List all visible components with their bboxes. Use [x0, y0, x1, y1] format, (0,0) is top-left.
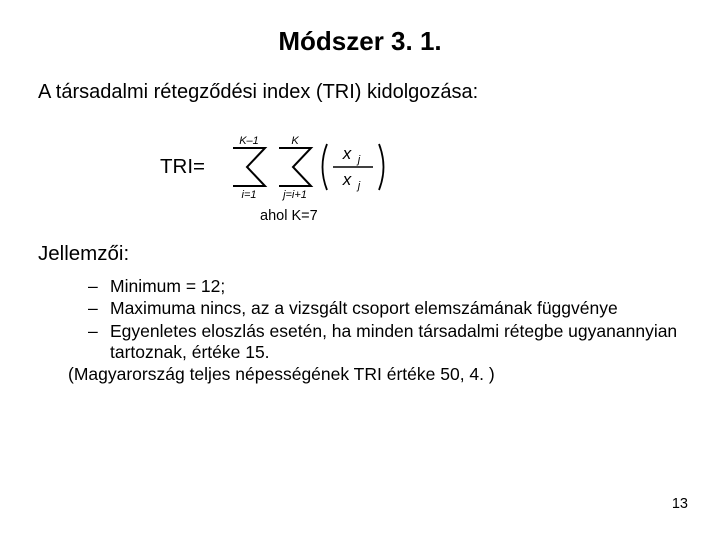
bullet-text: Egyenletes eloszlás esetén, ha minden tá… [110, 321, 688, 364]
sigma-icon [279, 148, 311, 186]
subhead: Jellemzői: [38, 242, 690, 266]
list-item: – Minimum = 12; [88, 276, 688, 297]
dash-icon: – [88, 276, 110, 297]
page-title: Módszer 3. 1. [30, 26, 690, 57]
formula-label: TRI= [160, 155, 205, 179]
list-item: – Egyenletes eloszlás esetén, ha minden … [88, 321, 688, 364]
dash-icon: – [88, 298, 110, 319]
frac-bot-x: x [342, 170, 352, 189]
paren-text: (Magyarország teljes népességének TRI ér… [68, 364, 688, 385]
formula-row: TRI= K–1 i=1 K j=i+1 x j x j [160, 132, 690, 202]
bullet-text: Maximuma nincs, az a vizsgált csoport el… [110, 298, 688, 319]
outer-sum-top: K–1 [239, 135, 259, 147]
list-item: – Maximuma nincs, az a vizsgált csoport … [88, 298, 688, 319]
frac-top-x: x [342, 144, 352, 163]
frac-bot-sub: j [356, 180, 361, 192]
inner-sum-top: K [291, 135, 299, 147]
formula-svg: K–1 i=1 K j=i+1 x j x j [227, 132, 417, 202]
page-number: 13 [672, 496, 688, 512]
bullet-text: Minimum = 12; [110, 276, 688, 297]
inner-sum-bottom: j=i+1 [281, 189, 307, 201]
frac-top-sub: j [356, 154, 361, 166]
paren-left-icon [323, 144, 328, 190]
sigma-icon [233, 148, 265, 186]
bullet-list: – Minimum = 12; – Maximuma nincs, az a v… [88, 276, 688, 363]
formula-note: ahol K=7 [260, 208, 690, 224]
intro-text: A társadalmi rétegződési index (TRI) kid… [38, 81, 690, 104]
outer-sum-bottom: i=1 [242, 189, 257, 201]
paren-right-icon [379, 144, 384, 190]
dash-icon: – [88, 321, 110, 364]
